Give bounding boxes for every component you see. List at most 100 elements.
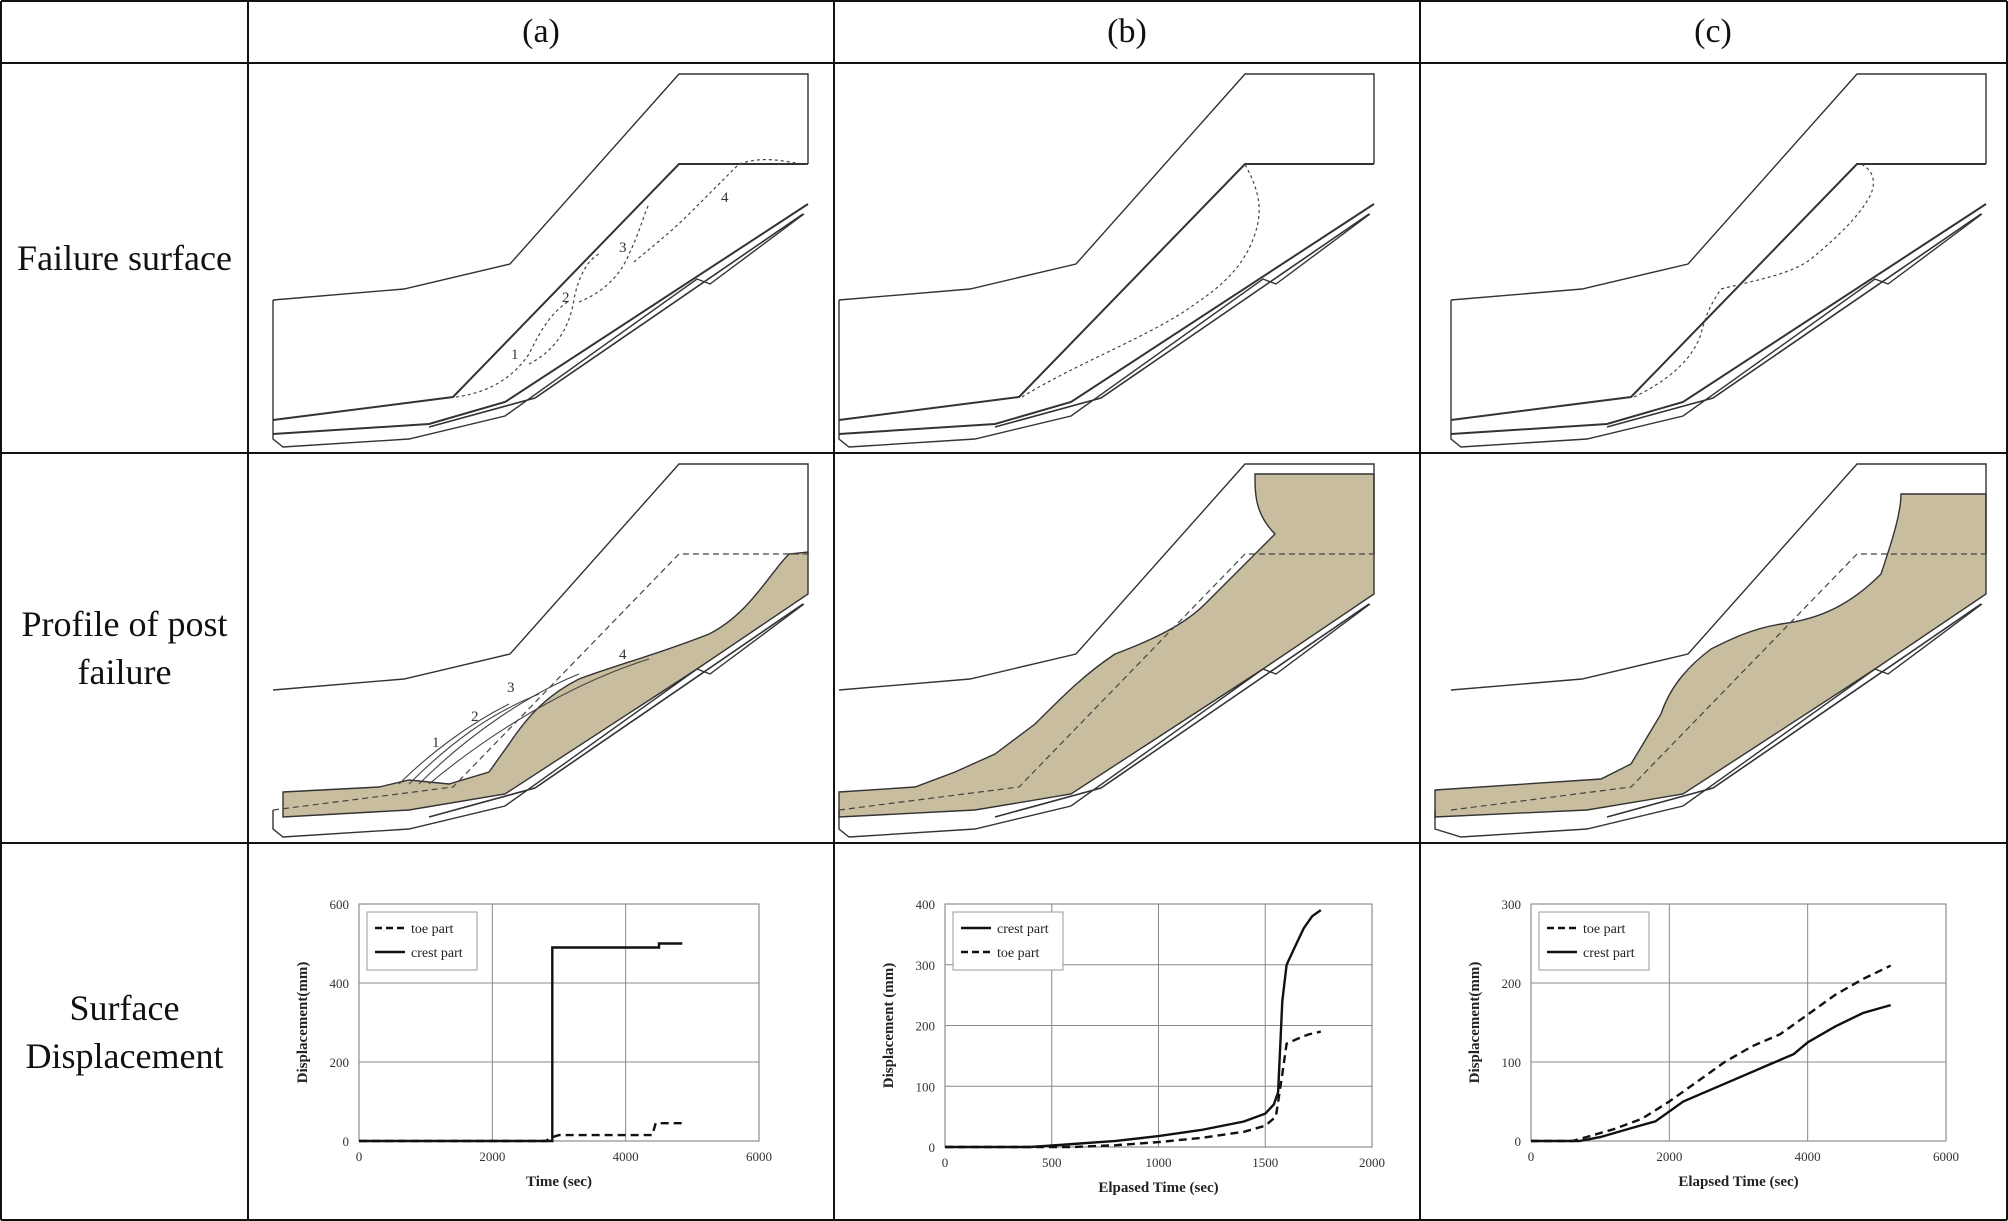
slope-outline bbox=[272, 73, 809, 301]
legend: crest part toe part bbox=[952, 911, 1064, 971]
y-tick-label: 200 bbox=[1502, 976, 1522, 991]
drain-layer bbox=[994, 603, 1370, 818]
slope-surface bbox=[838, 163, 1374, 421]
failure-surface-diagram-a: 1 2 3 4 bbox=[272, 73, 809, 448]
base-layer bbox=[1450, 203, 1987, 435]
y-tick-label: 100 bbox=[1502, 1055, 1522, 1070]
x-tick-label: 0 bbox=[356, 1149, 363, 1164]
x-tick-label: 6000 bbox=[746, 1149, 772, 1164]
failure-surfaces bbox=[455, 158, 809, 398]
legend-label: toe part bbox=[1583, 922, 1625, 937]
y-tick-label: 0 bbox=[929, 1140, 936, 1155]
slope-base-outline bbox=[272, 603, 805, 838]
failed-soil-mass bbox=[838, 473, 1375, 818]
y-tick-label: 400 bbox=[916, 897, 936, 912]
slice-label-2: 2 bbox=[471, 709, 479, 725]
legend-label: toe part bbox=[411, 922, 453, 937]
legend-box bbox=[952, 911, 1064, 971]
legend-label: crest part bbox=[997, 922, 1049, 937]
legend: toe part crest part bbox=[366, 911, 478, 971]
y-tick-label: 400 bbox=[330, 976, 350, 991]
drain-layer bbox=[1606, 603, 1982, 818]
y-tick-label: 600 bbox=[330, 897, 350, 912]
x-tick-label: 4000 bbox=[613, 1149, 639, 1164]
legend-box bbox=[1538, 911, 1650, 971]
displacement-chart-c: 0 2000 4000 6000 0 100 200 300 Elapsed Time (sec… bbox=[1467, 897, 1959, 1190]
legend: toe part crest part bbox=[1538, 911, 1650, 971]
slope-outline bbox=[1450, 463, 1987, 691]
column-header-b: (b) bbox=[1107, 13, 1147, 50]
row-label-post-failure: Profile of post failure bbox=[1, 453, 248, 843]
row-label-failure-surface-text: Failure surface bbox=[17, 238, 232, 278]
x-tick-label: 500 bbox=[1042, 1155, 1062, 1170]
series-line-1 bbox=[945, 1030, 1322, 1149]
legend-box bbox=[366, 911, 478, 971]
slice-label-4: 4 bbox=[619, 647, 627, 663]
slice-lines bbox=[398, 658, 650, 785]
x-axis-label: Elpased Time (sec) bbox=[1098, 1180, 1218, 1196]
y-axis-label: Displacement (mm) bbox=[881, 963, 897, 1088]
row-label-surface-displacement: Surface Displacement bbox=[1, 843, 248, 1220]
displacement-chart-a: 0 2000 4000 6000 0 200 400 600 Time (sec) Displac… bbox=[295, 897, 772, 1190]
series-line-1 bbox=[359, 942, 683, 1143]
slope-surface bbox=[272, 163, 808, 421]
failed-soil-mass bbox=[1434, 493, 1987, 818]
slice-label-3: 3 bbox=[507, 680, 515, 696]
legend-label: toe part bbox=[997, 946, 1039, 961]
x-tick-label: 2000 bbox=[1656, 1149, 1682, 1164]
x-tick-label: 1500 bbox=[1252, 1155, 1278, 1170]
legend-label: crest part bbox=[1583, 946, 1635, 961]
drain-layer bbox=[428, 213, 804, 428]
base-layer bbox=[272, 203, 809, 435]
slice-label-4: 4 bbox=[721, 190, 729, 206]
x-axis-label: Time (sec) bbox=[526, 1174, 592, 1190]
slice-label-1: 1 bbox=[511, 347, 519, 363]
failure-surface bbox=[1021, 163, 1260, 398]
slice-label-1: 1 bbox=[432, 735, 440, 751]
original-slope-line bbox=[838, 553, 1374, 811]
slice-label-2: 2 bbox=[562, 290, 570, 306]
y-axis-label: Displacement(mm) bbox=[1467, 962, 1483, 1084]
x-tick-label: 0 bbox=[1528, 1149, 1535, 1164]
y-tick-label: 0 bbox=[1515, 1134, 1522, 1149]
x-tick-label: 0 bbox=[942, 1155, 949, 1170]
failure-surface-diagram-b bbox=[838, 73, 1375, 448]
x-tick-label: 2000 bbox=[1359, 1155, 1385, 1170]
column-header-c: (c) bbox=[1694, 13, 1732, 50]
post-failure-profile-c bbox=[1434, 463, 1987, 838]
original-slope-line bbox=[272, 553, 808, 811]
slope-base-outline bbox=[838, 603, 1371, 838]
y-tick-label: 200 bbox=[916, 1019, 936, 1034]
slope-outline bbox=[1450, 73, 1987, 301]
failure-surface bbox=[1633, 163, 1874, 398]
drain-layer bbox=[428, 603, 804, 818]
drain-layer bbox=[994, 213, 1370, 428]
x-tick-label: 2000 bbox=[479, 1149, 505, 1164]
post-failure-profile-a: 1 2 3 4 bbox=[272, 463, 809, 838]
column-header-a: (a) bbox=[522, 13, 560, 50]
slope-base-outline bbox=[272, 213, 805, 448]
slope-base-outline bbox=[1450, 213, 1983, 448]
y-tick-label: 300 bbox=[916, 958, 936, 973]
slope-base-outline bbox=[838, 213, 1371, 448]
base-layer bbox=[838, 203, 1375, 435]
slope-outline bbox=[838, 73, 1375, 301]
row-label-failure-surface: Failure surface bbox=[1, 63, 248, 453]
slope-surface bbox=[1450, 163, 1986, 421]
x-tick-label: 4000 bbox=[1795, 1149, 1821, 1164]
x-axis-label: Elapsed Time (sec) bbox=[1678, 1174, 1798, 1190]
slope-outline bbox=[272, 463, 809, 691]
displacement-chart-b: 0 500 1000 1500 2000 0 100 200 300 400 Elpased Tim… bbox=[881, 897, 1385, 1196]
y-tick-label: 300 bbox=[1502, 897, 1522, 912]
row-label-surface-displacement-line1: Surface bbox=[69, 987, 180, 1028]
y-tick-label: 0 bbox=[343, 1134, 350, 1149]
x-tick-label: 1000 bbox=[1146, 1155, 1172, 1170]
x-tick-label: 6000 bbox=[1933, 1149, 1959, 1164]
row-label-surface-displacement-line2: Displacement bbox=[25, 1035, 224, 1076]
series-line-0 bbox=[945, 909, 1322, 1149]
y-axis-label: Displacement(mm) bbox=[295, 962, 311, 1084]
y-tick-label: 100 bbox=[916, 1079, 936, 1094]
post-failure-profile-b bbox=[838, 463, 1375, 838]
